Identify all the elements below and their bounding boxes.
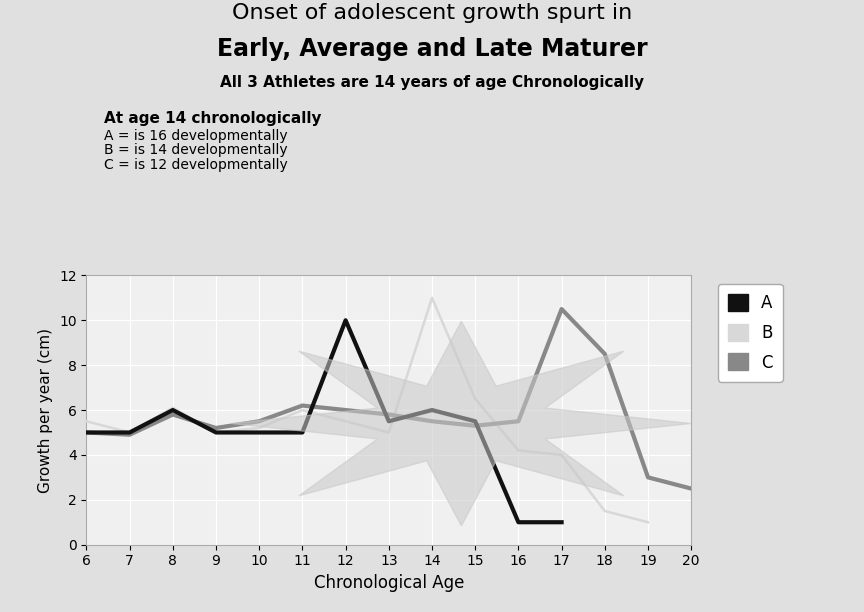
- B: [168, 404, 178, 411]
- A: [427, 406, 437, 414]
- B: [340, 417, 351, 425]
- Text: Onset of adolescent growth spurt in: Onset of adolescent growth spurt in: [232, 3, 632, 23]
- B: [254, 424, 264, 431]
- X-axis label: Chronological Age: Chronological Age: [314, 574, 464, 592]
- C: [168, 411, 178, 418]
- B: [600, 507, 610, 515]
- A: [168, 406, 178, 414]
- Text: At age 14 chronologically: At age 14 chronologically: [104, 111, 321, 127]
- C: [297, 402, 308, 409]
- B: [643, 518, 653, 526]
- B: [81, 417, 92, 425]
- C: [513, 417, 524, 425]
- A: [384, 417, 394, 425]
- C: [556, 305, 567, 313]
- C: [600, 350, 610, 357]
- A: [470, 417, 480, 425]
- A: [513, 518, 524, 526]
- B: [427, 294, 437, 302]
- B: [211, 429, 221, 436]
- A: [340, 316, 351, 324]
- C: [643, 474, 653, 481]
- A: [124, 429, 135, 436]
- B: [470, 395, 480, 403]
- A: [297, 429, 308, 436]
- C: [124, 431, 135, 438]
- Text: A = is 16 developmentally: A = is 16 developmentally: [104, 129, 288, 143]
- A: [81, 429, 92, 436]
- Y-axis label: Growth per year (cm): Growth per year (cm): [39, 327, 54, 493]
- B: [384, 429, 394, 436]
- Legend: A, B, C: A, B, C: [718, 284, 783, 381]
- Line: C: C: [86, 309, 691, 488]
- C: [340, 406, 351, 414]
- Text: All 3 Athletes are 14 years of age Chronologically: All 3 Athletes are 14 years of age Chron…: [220, 75, 644, 90]
- A: [211, 429, 221, 436]
- C: [470, 422, 480, 430]
- C: [427, 417, 437, 425]
- B: [556, 451, 567, 458]
- Text: C = is 12 developmentally: C = is 12 developmentally: [104, 158, 288, 172]
- Text: Early, Average and Late Maturer: Early, Average and Late Maturer: [217, 37, 647, 61]
- A: [556, 518, 567, 526]
- B: [513, 447, 524, 454]
- Line: B: B: [86, 298, 648, 522]
- C: [81, 429, 92, 436]
- Text: B = is 14 developmentally: B = is 14 developmentally: [104, 143, 288, 157]
- Line: A: A: [86, 320, 562, 522]
- C: [686, 485, 696, 492]
- B: [124, 429, 135, 436]
- C: [211, 424, 221, 431]
- C: [384, 411, 394, 418]
- B: [297, 406, 308, 414]
- A: [254, 429, 264, 436]
- Polygon shape: [232, 321, 691, 526]
- C: [254, 417, 264, 425]
